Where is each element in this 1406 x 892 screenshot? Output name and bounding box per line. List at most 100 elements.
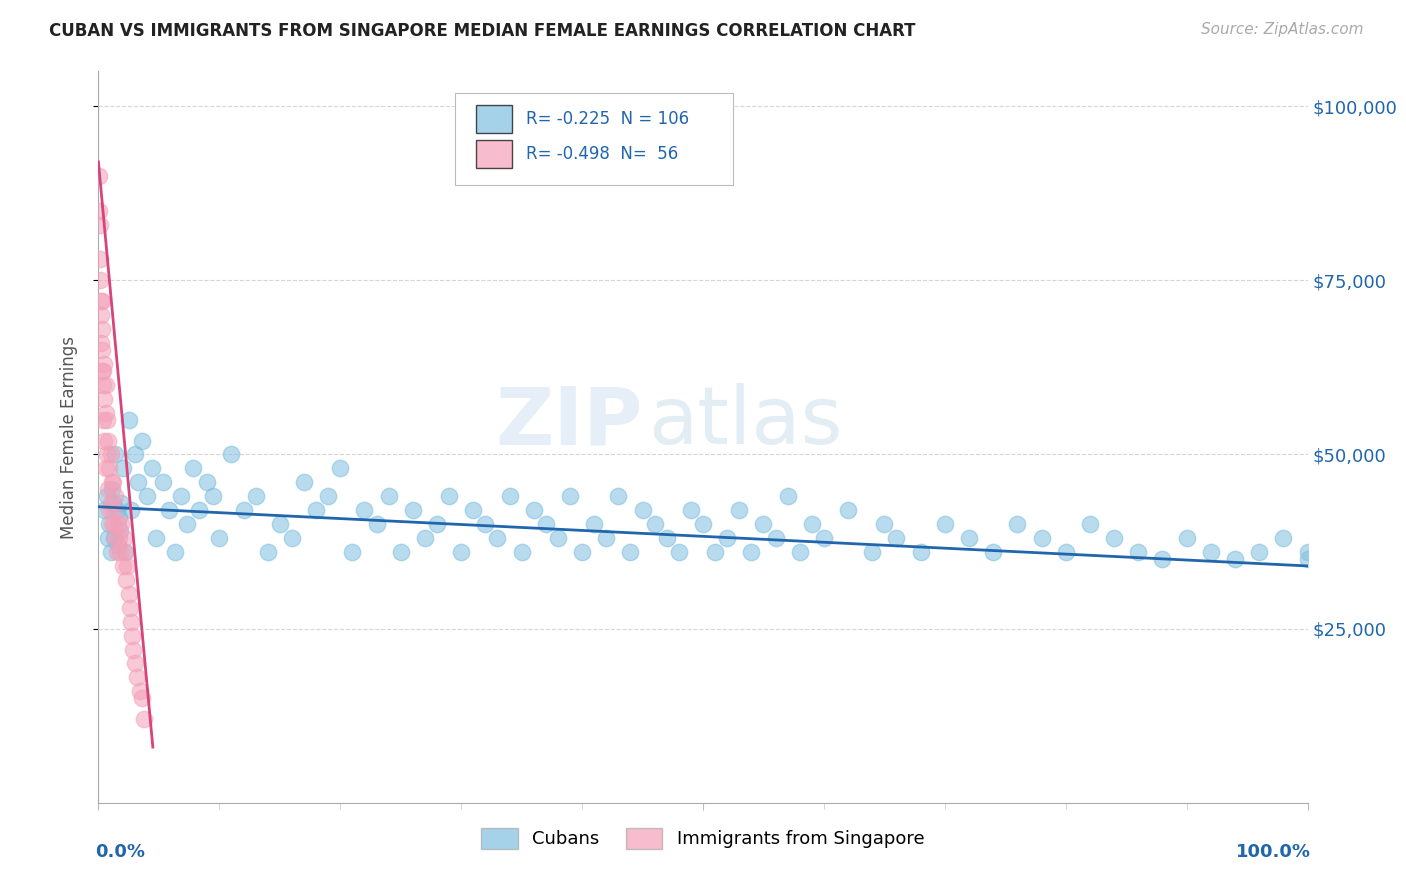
Point [402, 503, 425, 517]
Point [957, 531, 980, 545]
Point [583, 517, 606, 532]
Point [152, 475, 174, 490]
Point [120, 615, 142, 629]
Point [413, 531, 436, 545]
Point [789, 545, 811, 559]
Point [87, 169, 110, 183]
Point [169, 489, 191, 503]
Point [510, 545, 533, 559]
Point [98, 517, 121, 532]
Point [1152, 552, 1174, 566]
Point [93, 503, 115, 517]
Point [97, 483, 120, 497]
Point [104, 489, 127, 503]
Point [124, 448, 146, 462]
Point [1272, 531, 1295, 545]
Point [305, 503, 328, 517]
Point [122, 642, 145, 657]
Point [437, 489, 460, 503]
Point [93, 357, 115, 371]
Point [120, 503, 142, 517]
Point [91, 377, 114, 392]
Point [692, 517, 714, 532]
Text: atlas: atlas [648, 384, 844, 461]
Point [98, 503, 121, 517]
Point [486, 531, 509, 545]
Point [547, 531, 569, 545]
Point [134, 712, 156, 726]
Point [474, 517, 496, 532]
Point [716, 531, 738, 545]
Point [1031, 531, 1053, 545]
Point [181, 461, 204, 475]
Point [100, 545, 122, 559]
Text: 100.0%: 100.0% [1236, 843, 1312, 861]
Point [232, 503, 254, 517]
Text: R= -0.225  N = 106: R= -0.225 N = 106 [526, 110, 689, 128]
Y-axis label: Median Female Earnings: Median Female Earnings [59, 335, 77, 539]
Point [97, 531, 120, 545]
Point [281, 531, 304, 545]
Point [704, 545, 727, 559]
Point [89, 252, 111, 267]
Point [752, 517, 775, 532]
Point [108, 510, 131, 524]
Point [221, 448, 243, 462]
Point [886, 531, 908, 545]
Point [558, 489, 581, 503]
FancyBboxPatch shape [475, 140, 512, 168]
Point [100, 448, 122, 462]
Point [1102, 531, 1125, 545]
Point [195, 475, 218, 490]
Point [353, 503, 375, 517]
Point [595, 531, 617, 545]
Point [93, 392, 115, 406]
Point [1054, 545, 1077, 559]
Point [157, 503, 180, 517]
Point [105, 503, 128, 517]
Point [114, 545, 136, 559]
Point [176, 517, 198, 532]
Point [187, 503, 209, 517]
Point [655, 531, 678, 545]
Point [728, 503, 751, 517]
Point [121, 629, 143, 643]
Point [202, 489, 225, 503]
Point [534, 517, 557, 532]
Text: Source: ZipAtlas.com: Source: ZipAtlas.com [1201, 22, 1364, 37]
Point [1128, 545, 1150, 559]
Point [1296, 552, 1319, 566]
Point [800, 517, 823, 532]
Point [93, 434, 115, 448]
Text: ZIP: ZIP [495, 384, 643, 461]
Point [115, 573, 138, 587]
Point [523, 503, 546, 517]
Point [107, 517, 129, 532]
Point [91, 364, 114, 378]
Point [131, 434, 153, 448]
Point [96, 412, 118, 426]
Point [208, 531, 231, 545]
Point [118, 587, 141, 601]
Point [112, 531, 135, 545]
Point [668, 545, 690, 559]
Point [1249, 545, 1271, 559]
Point [89, 218, 111, 232]
Text: R= -0.498  N=  56: R= -0.498 N= 56 [526, 145, 679, 163]
Point [679, 503, 702, 517]
Point [108, 545, 131, 559]
Text: CUBAN VS IMMIGRANTS FROM SINGAPORE MEDIAN FEMALE EARNINGS CORRELATION CHART: CUBAN VS IMMIGRANTS FROM SINGAPORE MEDIA… [49, 22, 915, 40]
Point [329, 461, 352, 475]
Point [571, 545, 593, 559]
Point [117, 558, 139, 573]
Point [131, 691, 153, 706]
Point [90, 294, 112, 309]
Point [342, 545, 364, 559]
Point [94, 461, 117, 475]
Point [103, 531, 125, 545]
Point [108, 531, 131, 545]
Point [316, 489, 339, 503]
Point [1296, 545, 1319, 559]
Point [104, 448, 127, 462]
Point [101, 475, 124, 490]
